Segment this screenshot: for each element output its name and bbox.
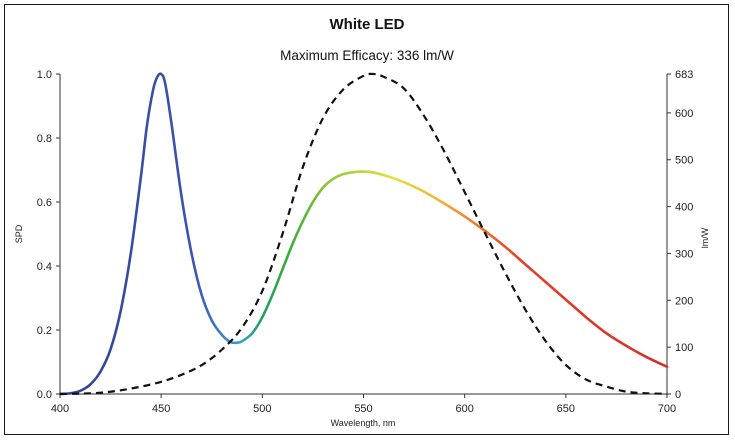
spd-series-line bbox=[58, 72, 669, 396]
y-tick-label: 0.2 bbox=[37, 325, 52, 337]
chart-title: White LED bbox=[330, 16, 405, 33]
y2-tick-label: 0 bbox=[675, 389, 681, 401]
x-tick-label: 400 bbox=[51, 403, 69, 415]
axes bbox=[59, 74, 668, 395]
y-tick-label: 0.8 bbox=[37, 133, 52, 145]
y2-tick-label: 300 bbox=[675, 248, 693, 260]
y2-tick-label: 400 bbox=[675, 202, 693, 214]
y-axis-label: SPD bbox=[14, 224, 24, 243]
y2-tick-label: 500 bbox=[675, 155, 693, 167]
y-tick-label: 0.6 bbox=[37, 197, 52, 209]
y-tick-label: 0.4 bbox=[37, 261, 52, 273]
x-ticks: 400 450 500 550 600 650 700 bbox=[51, 394, 676, 415]
y2-tick-label: 200 bbox=[675, 295, 693, 307]
y2-axis-label: lm/W bbox=[700, 227, 710, 248]
y-tick-label: 1.0 bbox=[37, 69, 52, 81]
y2-tick-label: 100 bbox=[675, 342, 693, 354]
y2-tick-label: 683 bbox=[675, 69, 693, 81]
chart-frame bbox=[4, 4, 729, 435]
y-ticks-right: 0 100 200 300 400 500 600 683 bbox=[667, 69, 693, 401]
chart-subtitle: Maximum Efficacy: 336 lm/W bbox=[280, 48, 454, 63]
x-tick-label: 700 bbox=[658, 403, 676, 415]
x-axis-label: Wavelength, nm bbox=[331, 418, 396, 428]
y-tick-label: 0.0 bbox=[37, 389, 52, 401]
x-tick-label: 600 bbox=[455, 403, 473, 415]
x-tick-label: 650 bbox=[557, 403, 575, 415]
efficacy-series-line bbox=[59, 72, 668, 395]
y-ticks-left: 0.0 0.2 0.4 0.6 0.8 1.0 bbox=[37, 69, 60, 401]
y2-tick-label: 600 bbox=[675, 108, 693, 120]
x-tick-label: 550 bbox=[354, 403, 372, 415]
x-tick-label: 500 bbox=[253, 403, 271, 415]
x-tick-label: 450 bbox=[152, 403, 170, 415]
